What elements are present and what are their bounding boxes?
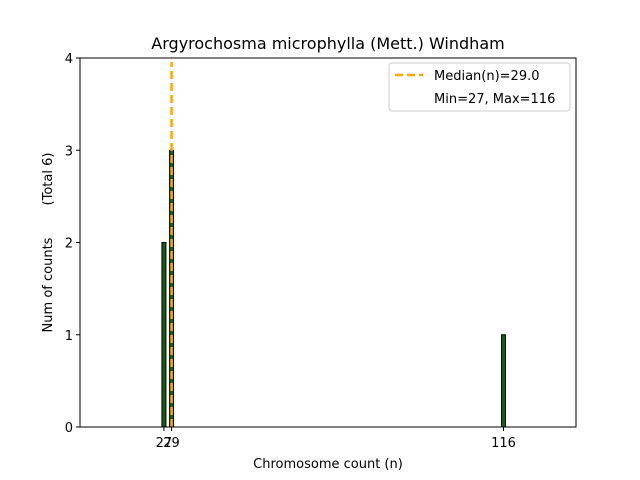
y-axis-label: Num of counts [41, 237, 56, 332]
y-tick-label-1: 1 [65, 329, 73, 344]
y-axis-ticks: 0 1 2 3 4 [65, 52, 80, 436]
legend: Median(n)=29.0 Min=27, Max=116 [388, 62, 571, 112]
x-tick-label-116: 116 [491, 436, 516, 451]
bars-group [161, 149, 507, 428]
legend-median-label: Median(n)=29.0 [434, 69, 540, 84]
x-tick-label-29: 29 [163, 436, 180, 451]
x-tick-label-27: 27 [156, 436, 173, 451]
chart-title: Argyrochosma microphylla (Mett.) Windham [151, 34, 504, 53]
legend-range-label: Min=27, Max=116 [434, 92, 555, 107]
y-tick-label-2: 2 [65, 237, 73, 252]
bar-n-27 [161, 242, 167, 428]
legend-frame [388, 62, 571, 112]
y-tick-label-4: 4 [65, 52, 73, 67]
y-tick-label-3: 3 [65, 144, 73, 159]
y-tick-label-0: 0 [65, 421, 73, 436]
bar-n-116 [501, 334, 507, 428]
y-axis-total-label: (Total 6) [41, 153, 56, 206]
x-axis-label: Chromosome count (n) [253, 457, 403, 472]
